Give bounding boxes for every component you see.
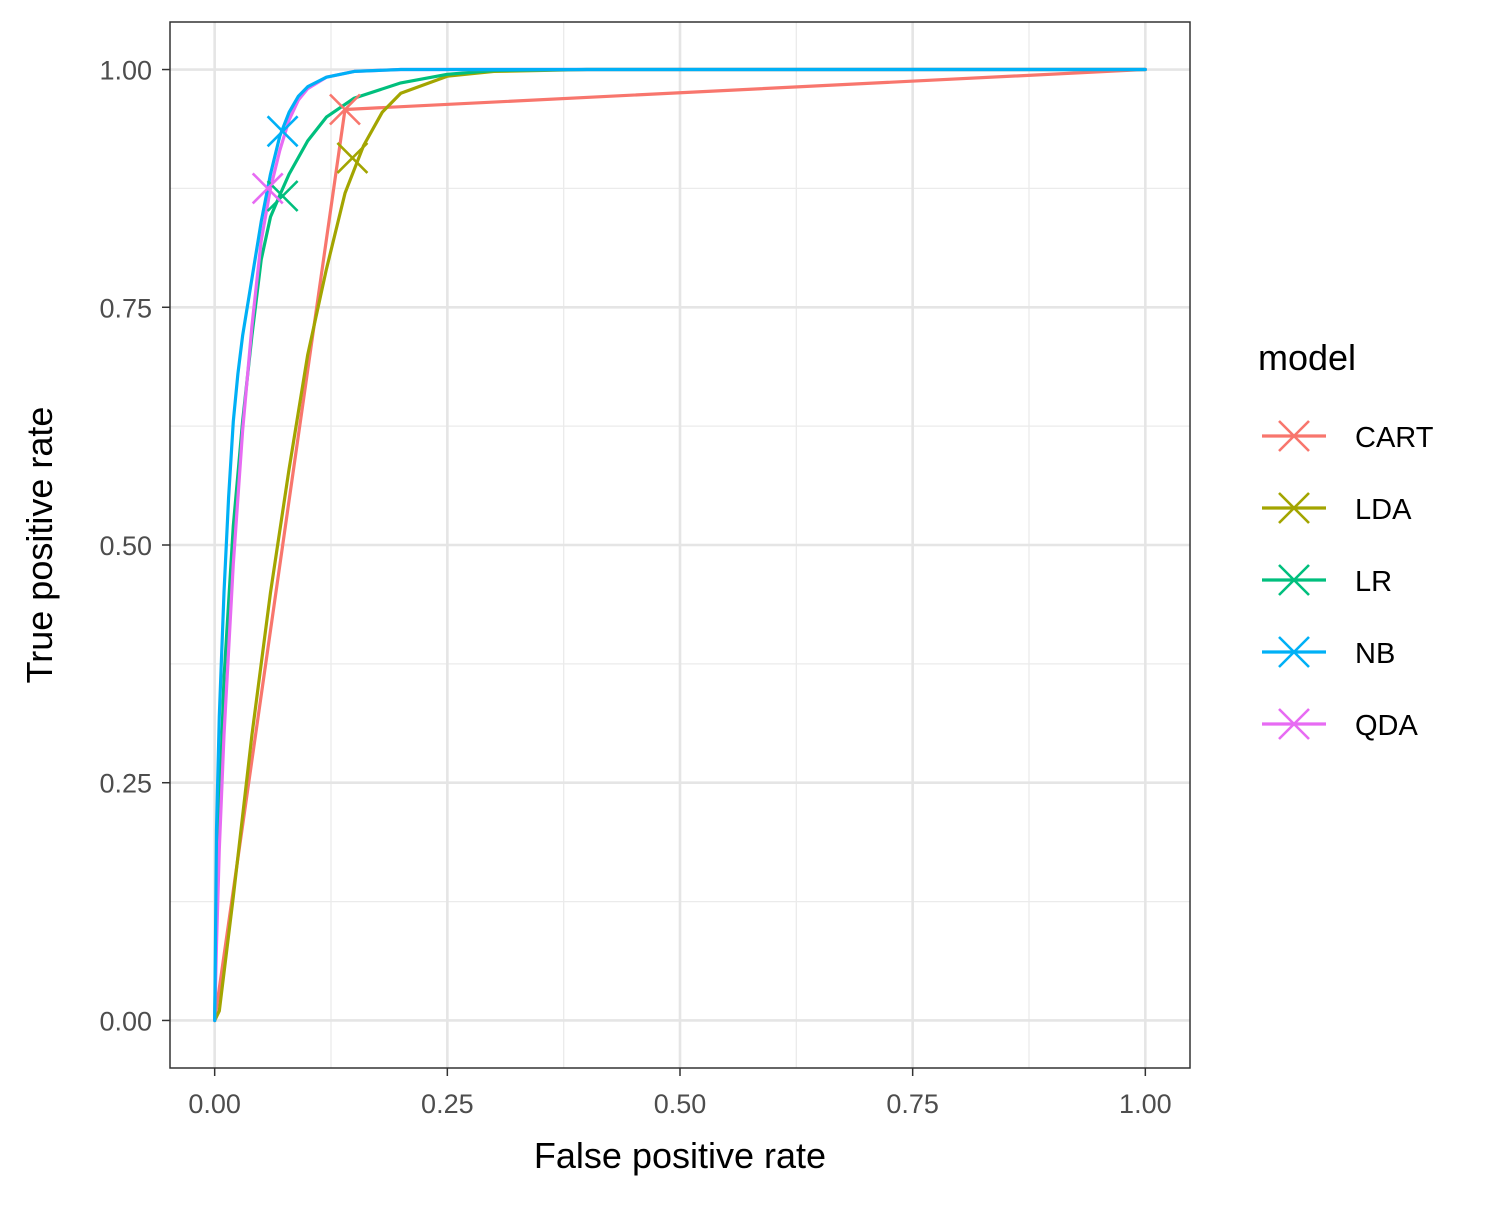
x-tick-label: 0.75 bbox=[886, 1089, 939, 1119]
marker-lda-stroke-b bbox=[336, 142, 369, 174]
legend-key-cross-b-lr bbox=[1278, 564, 1310, 596]
legend-label-nb: NB bbox=[1355, 638, 1395, 670]
x-axis-title: False positive rate bbox=[534, 1135, 826, 1176]
legend-label-lda: LDA bbox=[1355, 494, 1412, 526]
marker-lda bbox=[336, 142, 369, 174]
x-axis: 0.00 0.25 0.50 0.75 1.00 bbox=[188, 1068, 1172, 1119]
marker-lr bbox=[266, 180, 299, 212]
legend-item-lr: LR bbox=[1262, 564, 1392, 598]
legend-key-cross-b-cart bbox=[1278, 420, 1310, 452]
marker-nb bbox=[266, 115, 299, 148]
legend-label-lr: LR bbox=[1355, 566, 1392, 598]
marker-cart bbox=[329, 93, 361, 126]
legend-key-cross-b-lda bbox=[1278, 492, 1310, 524]
series-markers bbox=[251, 93, 369, 212]
x-tick-label: 0.00 bbox=[188, 1089, 241, 1119]
legend-label-qda: QDA bbox=[1355, 710, 1419, 742]
marker-qda-stroke-b bbox=[251, 172, 284, 205]
y-tick-label: 0.50 bbox=[99, 531, 152, 561]
legend: model CART LDA LR NB QDA bbox=[1258, 337, 1434, 742]
x-tick-label: 0.25 bbox=[421, 1089, 474, 1119]
y-axis-title: True positive rate bbox=[19, 407, 60, 684]
legend-item-cart: CART bbox=[1262, 420, 1434, 454]
legend-item-qda: QDA bbox=[1262, 708, 1419, 742]
y-axis: 0.00 0.25 0.50 0.75 1.00 bbox=[99, 56, 170, 1036]
y-tick-label: 1.00 bbox=[99, 56, 152, 86]
legend-key-cross-b-nb bbox=[1278, 636, 1310, 668]
y-tick-label: 0.75 bbox=[99, 293, 152, 323]
marker-cart-stroke-b bbox=[329, 93, 361, 126]
legend-title: model bbox=[1258, 337, 1356, 378]
legend-key-cross-b-qda bbox=[1278, 708, 1310, 740]
x-tick-label: 1.00 bbox=[1119, 1089, 1172, 1119]
grid bbox=[170, 22, 1190, 1068]
legend-items: CART LDA LR NB QDA bbox=[1262, 420, 1434, 742]
legend-item-lda: LDA bbox=[1262, 492, 1412, 526]
legend-label-cart: CART bbox=[1355, 422, 1434, 454]
marker-qda bbox=[251, 172, 284, 205]
marker-nb-stroke-b bbox=[266, 115, 299, 148]
x-tick-label: 0.50 bbox=[654, 1089, 707, 1119]
marker-lr-stroke-b bbox=[266, 180, 299, 212]
series-line-lr bbox=[213, 67, 1147, 1023]
series-line-nb bbox=[213, 67, 1147, 1023]
y-tick-label: 0.25 bbox=[99, 769, 152, 799]
y-tick-label: 0.00 bbox=[99, 1006, 152, 1036]
legend-item-nb: NB bbox=[1262, 636, 1395, 670]
